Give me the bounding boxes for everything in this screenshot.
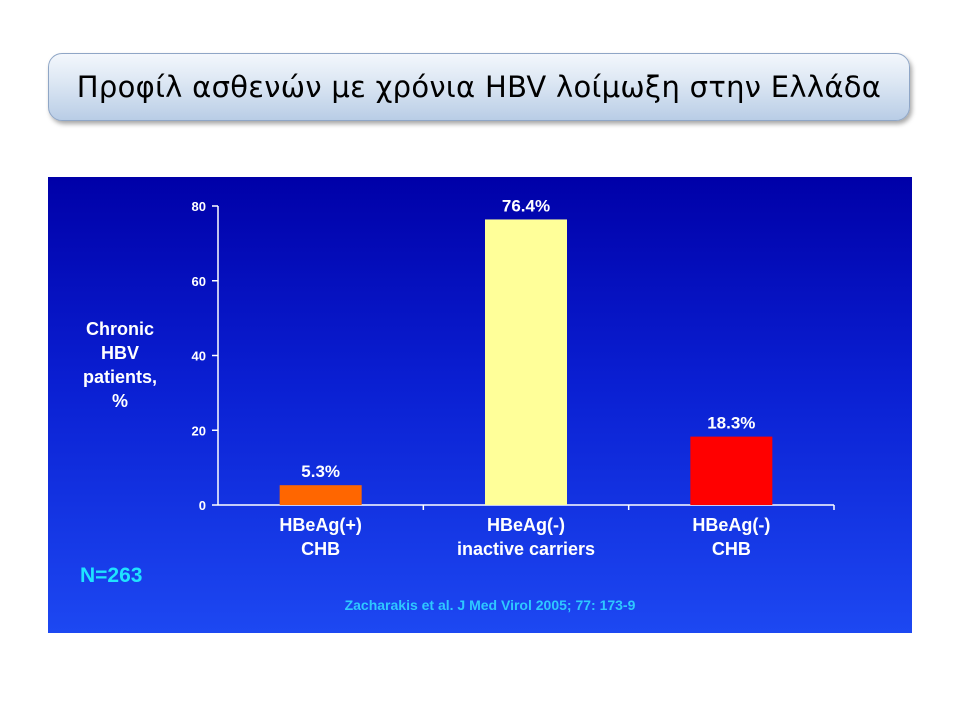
- data-label: 76.4%: [502, 196, 550, 215]
- source-citation: Zacharakis et al. J Med Virol 2005; 77: …: [344, 597, 636, 613]
- bar: [485, 219, 567, 505]
- bar: [690, 436, 773, 505]
- slide-title: Προφίλ ασθενών με χρόνια HBV λοίμωξη στη…: [76, 70, 882, 104]
- data-label: 18.3%: [707, 414, 755, 433]
- y-axis-label: Chronic HBV patients, %: [82, 319, 157, 411]
- chart-panel: [48, 177, 912, 633]
- y-tick-label: 0: [199, 498, 206, 513]
- data-label: 5.3%: [301, 462, 340, 481]
- sample-size-label: N=263: [80, 564, 143, 587]
- x-tick-label: HBeAg(-): [487, 515, 565, 535]
- y-tick-label: 80: [192, 199, 206, 214]
- y-tick-label: 20: [192, 423, 206, 438]
- x-tick-label: CHB: [301, 539, 340, 559]
- title-box: Προφίλ ασθενών με χρόνια HBV λοίμωξη στη…: [48, 53, 910, 121]
- x-tick-label: HBeAg(+): [279, 515, 362, 535]
- y-tick-label: 60: [192, 274, 206, 289]
- x-tick-label: inactive carriers: [457, 539, 595, 559]
- bar: [279, 485, 362, 505]
- y-tick-label: 40: [192, 349, 206, 364]
- x-tick-label: CHB: [712, 539, 751, 559]
- x-tick-label: HBeAg(-): [692, 515, 770, 535]
